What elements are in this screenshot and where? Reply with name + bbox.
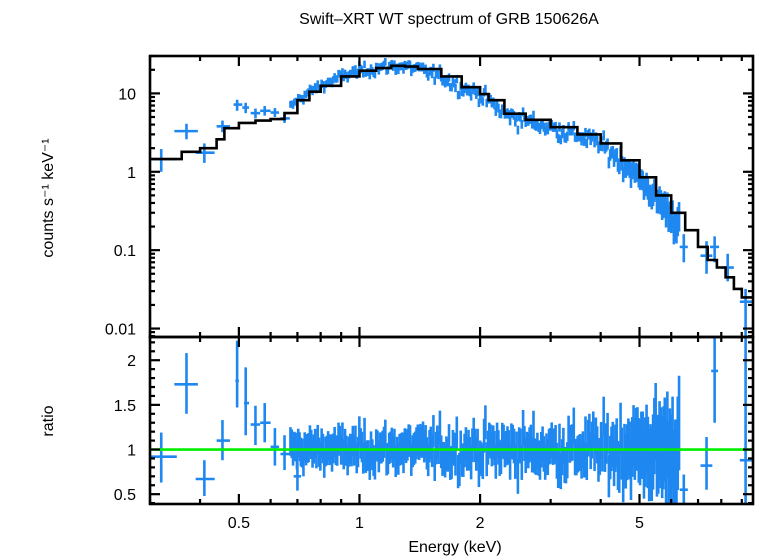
spectrum-data-point <box>532 110 535 120</box>
top-y-tick-label: 10 <box>118 86 136 103</box>
ratio-data-point <box>432 415 435 448</box>
spectrum-data-point <box>476 87 479 97</box>
ratio-data-point <box>700 437 713 490</box>
spectrum-data-point <box>481 97 485 106</box>
top-y-tick-label: 0.1 <box>114 243 136 260</box>
spectrum-data-point <box>602 130 605 141</box>
ratio-data-point <box>739 337 753 504</box>
bottom-ylabel: ratio <box>40 405 57 436</box>
spectrum-data-point <box>484 84 487 94</box>
spectrum-data-point <box>354 65 357 73</box>
bottom-panel-frame <box>148 335 755 506</box>
chart-title: Swift–XRT WT spectrum of GRB 150626A <box>299 11 599 28</box>
spectrum-data-point <box>572 121 576 131</box>
spectrum-data-point <box>617 160 621 175</box>
top-y-tick-label: 0.01 <box>105 322 136 339</box>
model-layer <box>150 64 753 299</box>
spectrum-data-point <box>368 71 372 80</box>
ratio-data-point <box>244 367 250 436</box>
ratio-data-layer <box>150 337 753 504</box>
spectrum-data-point <box>530 119 534 129</box>
x-tick-label: 2 <box>476 515 485 532</box>
ratio-data-point <box>601 433 604 472</box>
spectrum-data-point <box>458 90 461 99</box>
spectrum-data-point <box>195 143 215 163</box>
ratio-data-point <box>679 474 688 504</box>
spectrum-data-point <box>520 119 524 129</box>
spectrum-data-point <box>679 234 688 263</box>
spectrum-data-point <box>363 60 366 69</box>
spectrum-data-point <box>508 116 512 126</box>
ratio-data-point <box>602 396 605 436</box>
ratio-data-point <box>606 412 609 455</box>
ratio-data-point <box>516 458 520 494</box>
ratio-data-point <box>711 337 718 423</box>
spectrum-data-point <box>373 70 377 79</box>
spectrum-data-point <box>260 106 271 116</box>
spectrum-data-point <box>556 133 560 144</box>
ratio-data-point <box>455 416 459 450</box>
spectrum-data-point <box>250 108 261 119</box>
ratio-data-point <box>572 407 576 444</box>
spectrum-data-point <box>216 120 230 133</box>
spectrum-data-point <box>677 202 681 232</box>
spectrum-data-point <box>242 102 250 114</box>
spectrum-data-point <box>233 99 243 111</box>
spectrum-data-point <box>710 236 720 263</box>
spectrum-data-point <box>565 131 569 141</box>
x-tick-label: 5 <box>635 515 644 532</box>
bottom-y-tick-label: 1.5 <box>114 398 136 415</box>
top-ylabel: counts s⁻¹ keV⁻¹ <box>40 138 57 257</box>
spectrum-data-layer <box>150 58 753 337</box>
ratio-data-point <box>195 460 215 496</box>
bottom-y-tick-label: 2 <box>127 353 136 370</box>
spectrum-data-point <box>584 127 587 138</box>
ratio-data-point <box>280 435 290 471</box>
ratio-data-point <box>677 375 681 471</box>
ratio-data-point <box>174 353 198 414</box>
ratio-data-point <box>260 403 271 443</box>
x-tick-label: 0.5 <box>228 515 250 532</box>
spectrum-data-point <box>494 107 498 116</box>
spectrum-data-point <box>582 136 586 146</box>
spectrum-data-point <box>174 123 198 140</box>
ratio-data-point <box>270 428 280 466</box>
ratio-data-point <box>484 405 487 440</box>
top-y-tick-label: 1 <box>127 165 136 182</box>
model-step-line <box>150 64 753 299</box>
spectrum-data-point <box>270 108 280 117</box>
spectrum-data-point <box>516 125 520 135</box>
spectrum-data-point <box>150 149 177 172</box>
bottom-y-tick-label: 0.5 <box>114 487 136 504</box>
x-tick-label: 1 <box>355 515 364 532</box>
spectrum-data-point <box>585 138 589 149</box>
spectrum-data-point <box>454 83 457 93</box>
ratio-data-point <box>216 420 230 461</box>
xlabel: Energy (keV) <box>408 539 501 556</box>
ratio-data-point <box>150 432 177 483</box>
axes-layer: 0.5 1 2 5 0.01 0.1 1 10 0.5 1 1.5 2 <box>105 54 755 532</box>
ratio-data-point <box>250 405 261 446</box>
spectrum-data-point <box>384 58 387 66</box>
ratio-data-point <box>235 340 239 408</box>
bottom-y-tick-label: 1 <box>127 443 136 460</box>
